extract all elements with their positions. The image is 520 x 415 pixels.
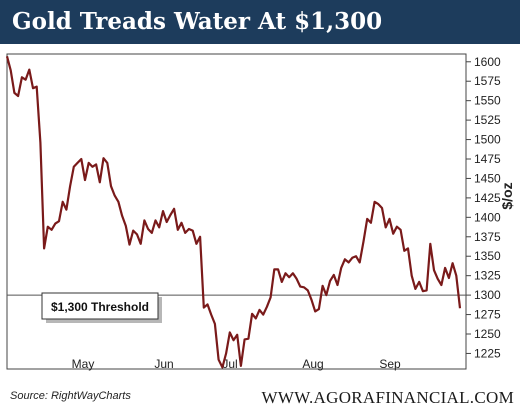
y-tick-label: 1450 [474,171,501,185]
y-tick-label: 1400 [474,210,501,224]
x-tick-label: Jul [222,357,237,371]
x-tick-label: Aug [302,357,323,371]
x-tick-label: Jun [154,357,173,371]
y-tick-label: 1300 [474,288,501,302]
source-note: Source: RightWayCharts [10,390,131,402]
chart-title: Gold Treads Water At $1,300 [0,0,520,44]
y-axis-label: $/oz [499,182,515,209]
x-tick-label: Sep [379,357,401,371]
threshold-label: $1,300 Threshold [51,300,149,314]
plot-frame [6,53,467,370]
y-tick-label: 1375 [474,230,501,244]
y-tick-label: 1475 [474,152,501,166]
brand-url[interactable]: WWW.AGORAFINANCIAL.COM [261,388,514,407]
threshold-callout: $1,300 Threshold [41,292,162,323]
series-line-gold [5,56,462,369]
y-tick-label: 1575 [474,74,501,88]
y-tick-label: 1550 [474,94,501,108]
y-tick-label: 1425 [474,191,501,205]
y-tick-label: 1325 [474,269,501,283]
y-tick-label: 1275 [474,308,501,322]
y-tick-label: 1250 [474,327,501,341]
y-tick-label: 1225 [474,346,501,360]
y-tick-label: 1525 [474,113,501,127]
y-tick-label: 1500 [474,133,501,147]
x-tick-label: May [72,357,95,371]
y-tick-label: 1600 [474,55,501,69]
y-tick-label: 1350 [474,249,501,263]
